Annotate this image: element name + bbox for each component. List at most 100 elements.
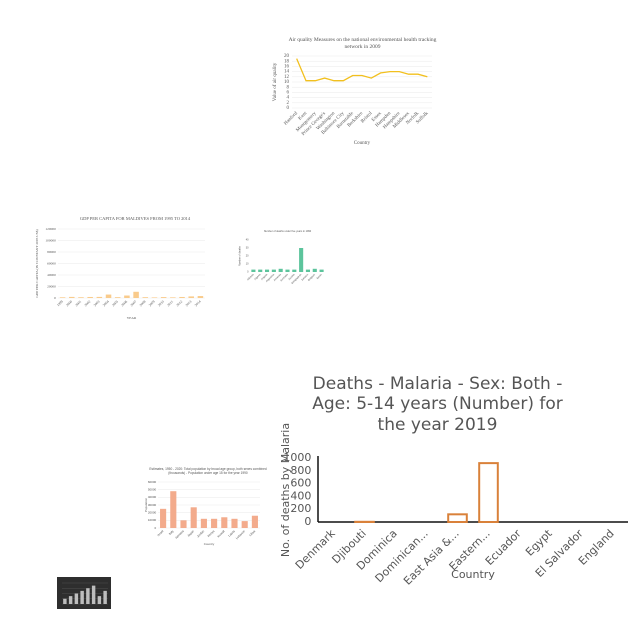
y-tick-label: 20000 [148, 510, 157, 514]
bar [251, 269, 256, 272]
bar [105, 294, 112, 298]
bar [74, 593, 79, 604]
x-tick-label: 2010 [157, 299, 165, 307]
bar [319, 269, 324, 272]
y-tick-label: 10000 [148, 518, 157, 522]
bar [68, 596, 73, 604]
y-tick-label: 20000 [47, 284, 56, 288]
x-tick-label: Belarus [301, 273, 310, 282]
bar [179, 296, 185, 298]
y-tick-label: 4 [287, 96, 290, 101]
bar [160, 508, 167, 528]
x-axis-label: Country [451, 568, 495, 581]
x-tick-label: Lebanon [235, 529, 246, 540]
x-tick-label: Benin [316, 273, 323, 280]
bar [86, 588, 90, 604]
x-tick-label: 2003 [93, 299, 101, 307]
chart-title: GDP PER CAPITA FOR MALDIVES FROM 1995 TO… [79, 216, 191, 221]
y-tick-label: 100000 [45, 238, 56, 242]
x-tick-label: Kent [298, 111, 309, 122]
bar [69, 296, 75, 298]
bar [221, 517, 228, 528]
x-tick-label: Albania [247, 273, 255, 281]
x-tick-label: Latvia [227, 529, 236, 538]
chart-title: Estimates, 1950 - 2020: Total population… [149, 467, 267, 475]
bar [285, 269, 290, 272]
y-tick-label: 1000 [283, 451, 311, 464]
x-tick-label: 2012 [176, 299, 184, 307]
x-tick-label: 1999 [56, 299, 64, 307]
x-tick-label: Japan [186, 529, 195, 538]
x-tick-label: 2002 [84, 299, 92, 307]
x-tick-label: 2004 [102, 299, 110, 307]
x-tick-label: Hanford [284, 111, 300, 127]
y-tick-label: 10 [246, 263, 249, 266]
y-tick-label: 40 [246, 239, 249, 242]
y-tick-label: 50000 [148, 487, 157, 491]
x-axis-label: Country [204, 542, 215, 546]
y-tick-label: 10 [284, 80, 290, 85]
y-tick-label: 600 [290, 477, 311, 490]
bar [78, 297, 84, 298]
x-tick-label: Armenia [273, 273, 282, 282]
bar [292, 269, 297, 272]
bar [241, 521, 248, 528]
y-tick-label: 60000 [148, 480, 157, 484]
y-axis-label: Population [144, 498, 148, 513]
x-tick-label: Bangladesh [291, 273, 303, 285]
bar [170, 491, 177, 528]
x-tick-label: Libya [248, 529, 256, 537]
bar [133, 291, 139, 298]
y-tick-label: 20 [246, 255, 249, 258]
bar [180, 520, 187, 528]
bar [160, 297, 167, 298]
x-tick-label: 2009 [148, 299, 156, 307]
bar [114, 297, 121, 298]
x-tick-label: Jamaica [174, 529, 185, 540]
bar [265, 269, 270, 272]
y-axis-label: GDP PER CAPITA (IN CONSTANT 2005 US$) [35, 229, 39, 298]
bar [447, 513, 468, 524]
y-tick-label: 120000 [45, 227, 56, 231]
y-tick-label: 6 [287, 91, 290, 96]
y-tick-label: 16 [284, 65, 290, 70]
bar [312, 268, 317, 272]
bar [478, 462, 499, 523]
y-tick-label: 800 [290, 464, 311, 477]
bar [80, 590, 84, 604]
bar [103, 590, 107, 604]
y-tick-label: 8 [287, 85, 290, 90]
y-tick-label: 30 [246, 247, 249, 250]
x-axis-label: Country [354, 141, 371, 146]
y-tick-label: 2 [287, 101, 290, 106]
x-tick-label: 2011 [166, 299, 174, 307]
bar [188, 296, 194, 298]
chart-title: Deaths - Malaria - Sex: Both - Age: 5-14… [312, 374, 563, 435]
x-axis-label: YEAR [127, 316, 137, 320]
bar [124, 295, 130, 298]
x-tick-label: 2008 [139, 299, 147, 307]
y-tick-label: 40000 [47, 273, 56, 277]
x-tick-label: Argentina [265, 273, 275, 283]
bar [258, 269, 263, 272]
y-tick-label: 40000 [148, 495, 157, 499]
bar [96, 296, 103, 298]
bar [231, 518, 238, 528]
x-tick-label: Jordan [196, 529, 206, 539]
bar [271, 269, 276, 272]
y-tick-label: 60000 [47, 261, 56, 265]
bar [299, 248, 304, 272]
y-tick-label: 400 [290, 489, 311, 502]
y-tick-label: 0 [304, 515, 311, 528]
bar [87, 296, 93, 298]
x-tick-label: Israel [156, 529, 164, 537]
x-tick-label: Austria [288, 273, 296, 281]
y-tick-label: 18 [284, 59, 290, 64]
y-axis-label: No. of deaths by Malaria [279, 423, 292, 557]
bar [142, 297, 149, 298]
bar [59, 297, 66, 298]
bar [151, 297, 158, 298]
chart-title: Number of deaths under five years in 199… [263, 230, 312, 233]
bar [170, 297, 176, 298]
